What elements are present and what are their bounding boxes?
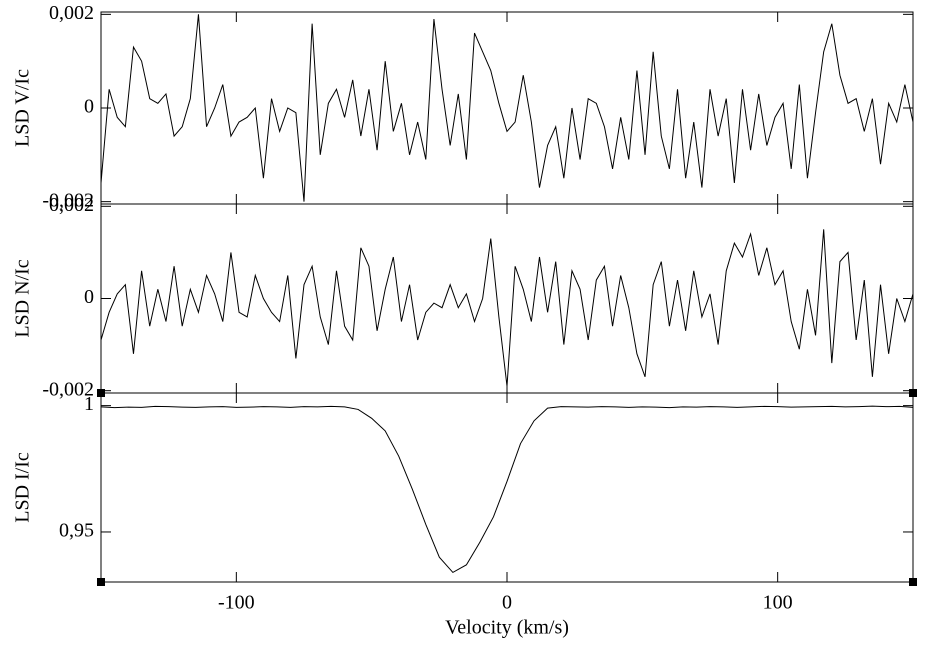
x-tick-label: -100 [218, 592, 255, 614]
y-axis-label: LSD V/Ic [12, 69, 34, 147]
panel-frame [100, 203, 914, 394]
y-tick-label: 0,002 [49, 2, 94, 24]
y-tick-label: 1 [84, 393, 94, 415]
panel-frame [100, 11, 914, 205]
x-tick-label: 100 [763, 592, 793, 614]
data-line [100, 14, 914, 202]
y-tick-label: -0,002 [42, 189, 94, 211]
x-tick-label: 0 [502, 592, 512, 614]
y-tick-label: 0,95 [59, 520, 94, 542]
y-tick-label: 0 [84, 286, 94, 308]
data-line [100, 405, 914, 574]
x-axis-label: Velocity (km/s) [445, 617, 569, 639]
panel-frame [100, 392, 914, 583]
y-axis-label: LSD I/Ic [12, 452, 34, 523]
y-tick-label: 0,002 [49, 194, 94, 216]
y-axis-label: LSD N/Ic [12, 259, 34, 337]
corner-markers [97, 389, 917, 586]
y-tick-label: 0 [84, 96, 94, 118]
data-line [100, 229, 914, 387]
y-tick-label: -0,002 [42, 378, 94, 400]
